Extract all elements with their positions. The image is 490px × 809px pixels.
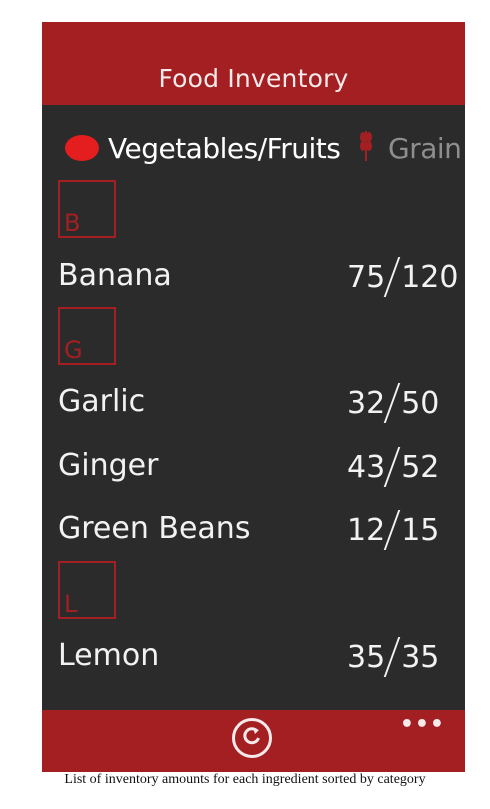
item-total: 35	[401, 639, 440, 675]
app-header: Food Inventory	[42, 22, 465, 105]
list-item[interactable]: Banana 75 120	[58, 252, 458, 302]
list-item[interactable]: Green Beans 12 15	[58, 505, 448, 555]
item-total: 52	[401, 449, 440, 485]
item-total: 50	[401, 385, 440, 421]
item-name: Garlic	[58, 384, 146, 419]
group-header-b[interactable]: B	[58, 180, 116, 238]
item-name: Green Beans	[58, 511, 251, 546]
item-current: 43	[347, 449, 386, 485]
item-amount: 12 15	[347, 505, 439, 555]
category-tabs: Vegetables/Fruits Grain	[42, 105, 465, 180]
item-current: 75	[347, 259, 386, 295]
slash-divider	[383, 510, 401, 550]
list-item[interactable]: Lemon 35 35	[58, 632, 448, 682]
app-window: Food Inventory Vegetables/Fruits	[42, 22, 465, 772]
slash-divider	[383, 257, 401, 297]
list-item[interactable]: Ginger 43 52	[58, 442, 448, 492]
wheat-icon	[358, 127, 374, 170]
slash-divider	[383, 447, 401, 487]
app-bar: •••	[42, 710, 465, 772]
group-header-g[interactable]: G	[58, 307, 116, 365]
inventory-list: B Banana 75 120 G Garlic 32 50 Ginger 43	[42, 180, 465, 710]
item-name: Lemon	[58, 638, 160, 673]
group-header-l[interactable]: L	[58, 561, 116, 619]
item-current: 32	[347, 385, 386, 421]
refresh-icon	[241, 725, 263, 751]
group-letter: B	[64, 209, 81, 237]
item-name: Ginger	[58, 448, 159, 483]
tomato-icon	[64, 127, 100, 170]
item-name: Banana	[58, 258, 172, 293]
item-amount: 32 50	[347, 378, 439, 428]
page-title: Food Inventory	[158, 64, 349, 93]
group-letter: G	[64, 336, 83, 364]
item-amount: 43 52	[347, 442, 439, 492]
item-total: 120	[401, 259, 459, 295]
figure-caption: List of inventory amounts for each ingre…	[64, 772, 426, 787]
tab-grain[interactable]: Grain	[358, 127, 462, 170]
tab-label: Grain	[388, 132, 462, 165]
more-options-button[interactable]: •••	[399, 712, 445, 737]
group-letter: L	[64, 590, 78, 618]
item-total: 15	[401, 512, 440, 548]
slash-divider	[383, 383, 401, 423]
tab-label: Vegetables/Fruits	[108, 132, 341, 165]
item-current: 12	[347, 512, 386, 548]
list-item[interactable]: Garlic 32 50	[58, 378, 448, 428]
item-amount: 35 35	[347, 632, 439, 682]
item-current: 35	[347, 639, 386, 675]
refresh-button[interactable]	[232, 718, 272, 758]
slash-divider	[383, 637, 401, 677]
tab-vegetables-fruits[interactable]: Vegetables/Fruits	[64, 127, 341, 170]
item-amount: 75 120	[347, 252, 458, 302]
